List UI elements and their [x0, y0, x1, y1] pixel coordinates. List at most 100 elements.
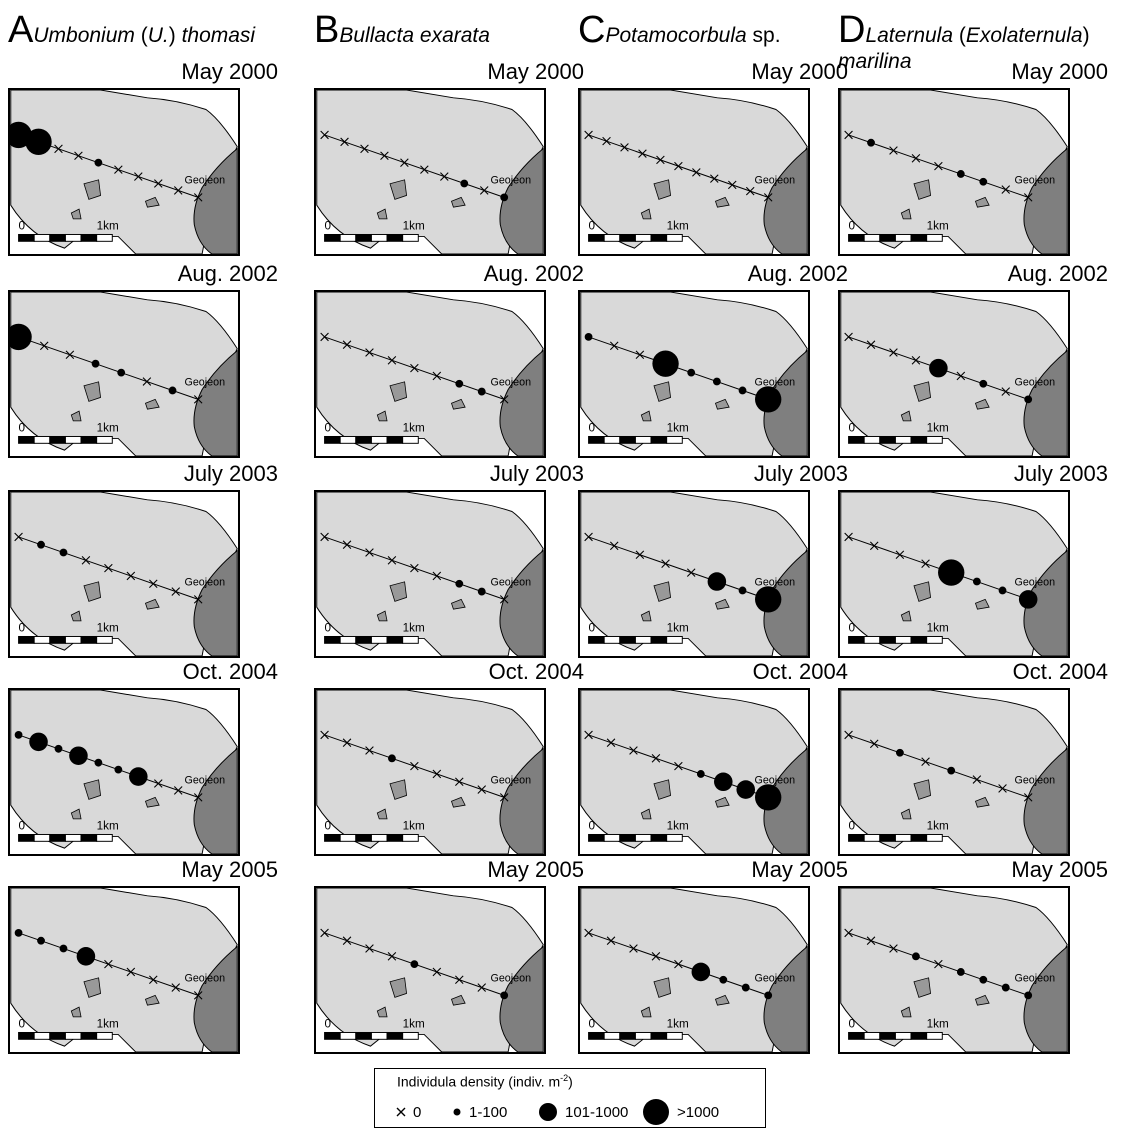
scale-bar: 0 1km [18, 1018, 119, 1040]
islet [900, 208, 912, 220]
scale-bar-segment [910, 435, 928, 444]
station-absent-marker [844, 532, 853, 542]
station-absent-marker [193, 395, 203, 404]
scale-bar-segment [64, 635, 82, 644]
sampling-map: Geojeon 0 1km [314, 88, 546, 256]
town-label: Geojeon [1015, 377, 1056, 389]
scale-bar-segment [863, 435, 881, 444]
islet [450, 598, 466, 610]
map-panel-a-2: Aug. 2002 Geojeon 0 1km [8, 262, 278, 462]
station-absent-marker [365, 746, 374, 755]
legend-item-low: 1-100 [451, 1097, 507, 1127]
legend-title-exponent: -2 [560, 1073, 569, 1083]
map-graphic: Geojeon 0 1km [316, 292, 544, 456]
legend-label-low: 1-100 [469, 1103, 508, 1121]
town-label: Geojeon [185, 973, 226, 985]
scale-zero-label: 0 [589, 220, 596, 233]
map-graphic: Geojeon 0 1km [316, 90, 544, 254]
town-label: Geojeon [491, 577, 532, 589]
map-panel-c-1: May 2000 Geojeon 0 1km [578, 60, 848, 260]
geojeon-landmass [193, 747, 238, 854]
scale-length-label: 1km [927, 422, 949, 435]
islet [974, 196, 990, 208]
islet [389, 179, 407, 200]
map-graphic: Geojeon 0 1km [580, 492, 808, 656]
scale-bar-segment [894, 1031, 912, 1040]
station-density-dot [14, 929, 23, 937]
islet [83, 581, 101, 602]
scale-bar-segment [370, 1031, 388, 1040]
scale-bar-segment [588, 435, 605, 444]
scale-zero-label: 0 [589, 622, 596, 635]
station-density-dot [741, 983, 750, 992]
scale-bar-segment [894, 435, 912, 444]
islet [83, 779, 101, 800]
station-density-dot [755, 784, 782, 811]
station-density-dot [14, 731, 23, 739]
scale-bar-segment [650, 435, 668, 444]
station-absent-marker [149, 975, 158, 985]
town-label: Geojeon [491, 775, 532, 787]
scale-bar-segment [619, 233, 636, 242]
scale-bar-segment [926, 833, 943, 842]
station-absent-marker [1001, 185, 1011, 194]
station-absent-marker [656, 155, 665, 165]
station-absent-marker [844, 928, 853, 938]
scale-bar-segment [634, 435, 652, 444]
map-panel-d-4: Oct. 2004 Geojeon 0 1km [838, 660, 1108, 860]
scale-bar-segment [370, 233, 388, 242]
scale-bar-segment [370, 635, 388, 644]
scale-bar-segment [386, 635, 404, 644]
scale-bar-segment [96, 1031, 113, 1040]
scale-bar-segment [603, 833, 621, 842]
station-density-dot [91, 359, 100, 368]
scale-bar-segment [619, 635, 636, 644]
scale-bar-segment [863, 635, 881, 644]
town-label: Geojeon [1015, 577, 1056, 589]
station-absent-marker [126, 967, 136, 977]
station-absent-marker [584, 532, 593, 542]
station-absent-marker [342, 738, 352, 747]
map-graphic: Geojeon 0 1km [10, 690, 238, 854]
station-absent-marker [866, 936, 876, 945]
species-name-part: Exolaternula [965, 24, 1083, 47]
scale-bar-segment [588, 233, 605, 242]
station-absent-marker [1023, 793, 1033, 802]
map-graphic: Geojeon 0 1km [10, 888, 238, 1052]
survey-date: July 2003 [183, 461, 278, 486]
panel-letter: A [8, 9, 34, 51]
map-panel-c-5: May 2005 Geojeon 0 1km [578, 858, 848, 1058]
column-a: AUmbonium (U.) thomasi May 2000 Geojeon 0 1k… [8, 0, 278, 1054]
scale-length-label: 1km [927, 820, 949, 833]
scale-length-label: 1km [97, 820, 119, 833]
station-absent-marker [638, 149, 647, 158]
medium-dot-icon [539, 1103, 557, 1121]
scale-bar: 0 1km [324, 820, 425, 842]
scale-bar-segment [33, 1031, 51, 1040]
species-name-part: U. [147, 24, 169, 47]
islet [714, 398, 730, 410]
scale-bar-segment [650, 833, 668, 842]
station-absent-marker [153, 779, 163, 788]
station-absent-marker [134, 172, 143, 181]
scale-bar-segment [324, 833, 341, 842]
panel-letter: C [578, 9, 606, 51]
panel-letter: B [314, 9, 340, 51]
scale-bar-segment [324, 435, 341, 444]
scale-bar-segment [386, 1031, 404, 1040]
scale-zero-label: 0 [849, 622, 856, 635]
scale-zero-label: 0 [19, 820, 26, 833]
station-absent-marker [499, 595, 509, 604]
station-density-dot [1001, 983, 1010, 992]
station-absent-marker [651, 754, 661, 763]
station-absent-marker [889, 944, 898, 953]
station-absent-marker [410, 761, 419, 771]
station-absent-marker [584, 928, 593, 938]
scale-bar: 0 1km [848, 220, 949, 242]
scale-bar: 0 1km [18, 220, 119, 242]
geojeon-landmass [1023, 147, 1068, 254]
town-label: Geojeon [185, 175, 226, 187]
station-absent-marker [126, 571, 136, 581]
scale-bar-segment [49, 833, 66, 842]
survey-date: July 2003 [1013, 461, 1108, 486]
